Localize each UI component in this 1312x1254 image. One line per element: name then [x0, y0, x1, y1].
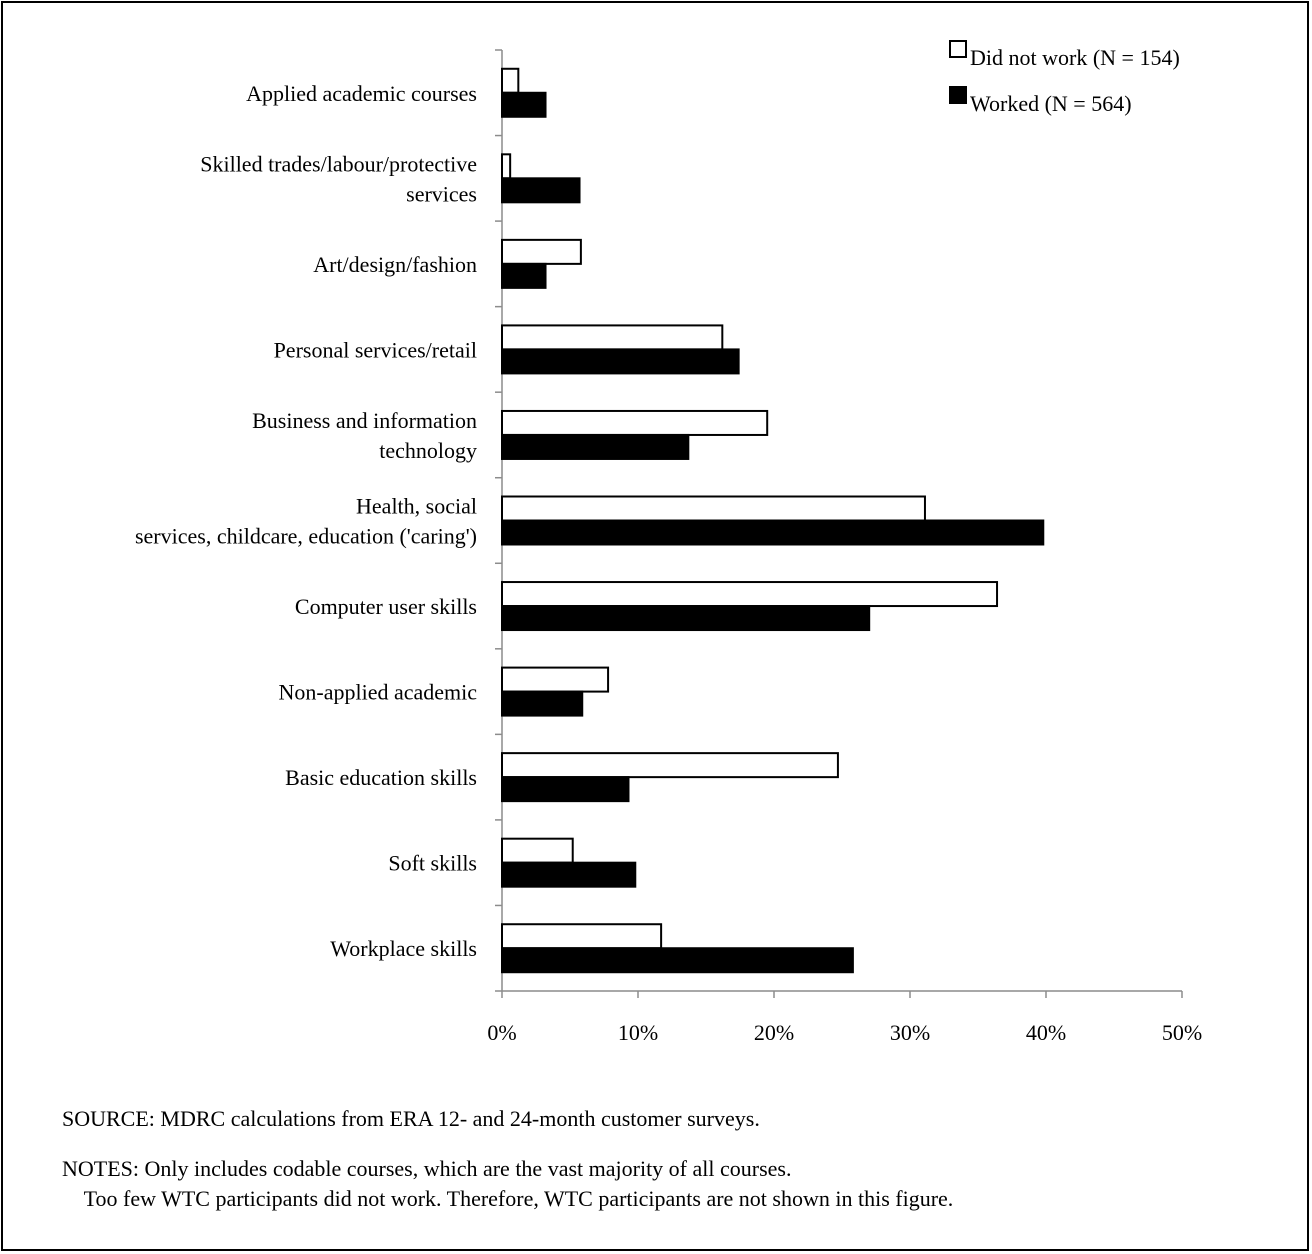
bar-did-not-work [501, 837, 574, 864]
bar-did-not-work [501, 752, 839, 779]
legend-swatch-worked [949, 86, 967, 104]
category-label: Non-applied academic [278, 680, 477, 705]
bar-did-not-work [501, 67, 520, 94]
bar-did-not-work [501, 238, 582, 265]
category-label: Personal services/retail [274, 337, 477, 362]
bar-did-not-work [501, 409, 769, 436]
x-tick-label: 0% [487, 1020, 516, 1045]
x-tick-label: 10% [618, 1020, 658, 1045]
bar-did-not-work [501, 495, 926, 522]
bar-worked [501, 433, 690, 460]
notes-line-2: Too few WTC participants did not work. T… [62, 1186, 954, 1211]
x-tick-label: 20% [754, 1020, 794, 1045]
bar-worked [501, 519, 1045, 546]
bar-worked [501, 348, 740, 375]
legend-label-worked: Worked (N = 564) [970, 91, 1132, 116]
category-label: Art/design/fashion [313, 252, 477, 277]
bar-worked [501, 690, 584, 717]
x-tick-label: 50% [1162, 1020, 1202, 1045]
category-label: Applied academic courses [246, 81, 477, 106]
source-note: SOURCE: MDRC calculations from ERA 12- a… [62, 1106, 760, 1131]
bar-worked [501, 605, 871, 632]
category-label: Skilled trades/labour/protective services [200, 151, 477, 206]
x-tick-label: 30% [890, 1020, 930, 1045]
bar-worked [501, 91, 547, 118]
bar-did-not-work [501, 324, 724, 351]
bar-worked [501, 776, 630, 803]
x-tick-label: 40% [1026, 1020, 1066, 1045]
bar-worked [501, 177, 581, 204]
legend-swatch-did-not-work [949, 40, 967, 58]
bar-did-not-work [501, 153, 512, 180]
legend-label-did-not-work: Did not work (N = 154) [970, 45, 1180, 70]
notes-line-1: NOTES: Only includes codable courses, wh… [62, 1156, 792, 1181]
bar-worked [501, 947, 854, 974]
category-label: Workplace skills [330, 936, 477, 961]
bar-did-not-work [501, 581, 999, 608]
bar-did-not-work [501, 923, 663, 950]
category-label: Health, social services, childcare, educa… [135, 494, 477, 549]
category-label: Soft skills [388, 851, 477, 876]
category-label: Business and information technology [252, 408, 477, 463]
bar-chart: 0% 10% 20% 30% 40% 50% Applied academic course… [135, 40, 1202, 1045]
bar-worked [501, 262, 547, 289]
bar-worked [501, 861, 637, 888]
category-label: Computer user skills [295, 594, 477, 619]
bar-did-not-work [501, 666, 610, 693]
category-label: Basic education skills [285, 765, 477, 790]
